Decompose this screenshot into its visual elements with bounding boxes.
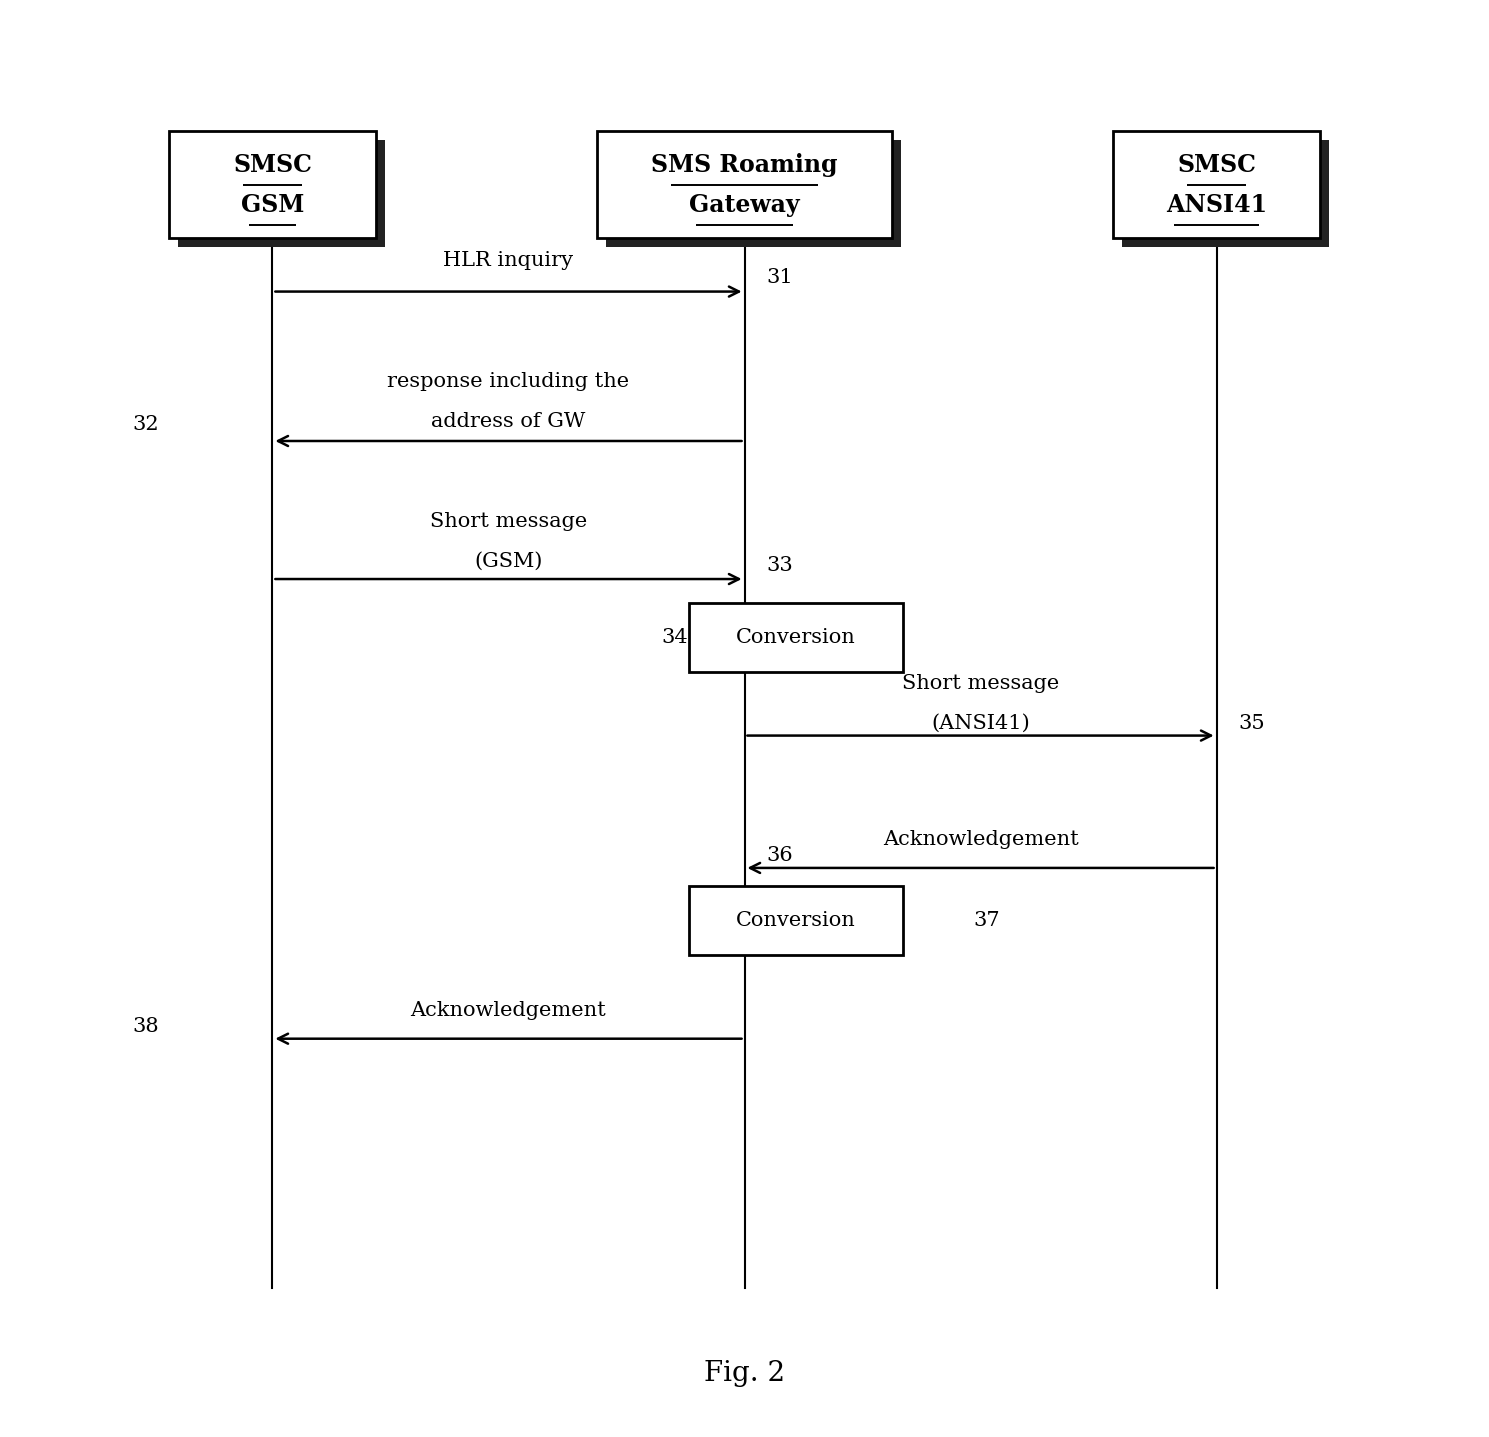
Bar (179, 139, 384, 247)
Text: HLR inquiry: HLR inquiry (444, 251, 573, 270)
Bar (1123, 139, 1328, 247)
Text: address of GW: address of GW (432, 412, 585, 431)
Text: Acknowledgement: Acknowledgement (411, 1002, 606, 1020)
Text: Fig. 2: Fig. 2 (704, 1359, 785, 1387)
Text: Short message: Short message (902, 674, 1059, 693)
Bar (1114, 131, 1319, 239)
Text: (ANSI41): (ANSI41) (931, 714, 1030, 733)
Bar (170, 131, 375, 239)
Bar (597, 131, 892, 239)
Text: 37: 37 (974, 911, 999, 930)
Text: ANSI41: ANSI41 (1166, 193, 1267, 217)
Text: GSM: GSM (241, 193, 304, 217)
Text: 38: 38 (133, 1017, 159, 1036)
Text: Conversion: Conversion (736, 911, 856, 930)
Text: Gateway: Gateway (689, 193, 800, 217)
Text: SMS Roaming: SMS Roaming (651, 152, 838, 177)
Text: 34: 34 (661, 628, 688, 647)
Bar (689, 887, 902, 954)
Text: 32: 32 (133, 415, 159, 434)
Text: 33: 33 (767, 556, 794, 575)
Text: Conversion: Conversion (736, 628, 856, 647)
Text: response including the: response including the (387, 372, 630, 391)
Text: 31: 31 (767, 269, 794, 287)
Text: Acknowledgement: Acknowledgement (883, 831, 1078, 849)
Text: 36: 36 (767, 846, 794, 865)
Text: (GSM): (GSM) (475, 552, 542, 570)
Text: SMSC: SMSC (1178, 152, 1257, 177)
Text: SMSC: SMSC (232, 152, 311, 177)
Text: Short message: Short message (430, 512, 587, 530)
Bar (689, 604, 902, 671)
Bar (606, 139, 901, 247)
Text: 35: 35 (1239, 714, 1266, 733)
